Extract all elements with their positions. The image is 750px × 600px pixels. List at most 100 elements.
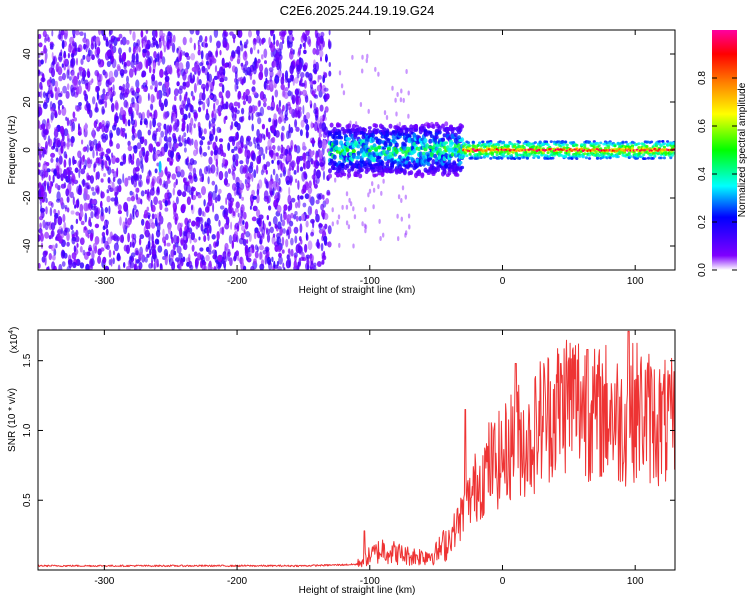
- heatmap-noise-cell: [338, 242, 341, 248]
- heatmap-noise-cell: [319, 122, 323, 129]
- heatmap-noise-cell: [266, 79, 269, 85]
- heatmap-signal-cell: [420, 172, 425, 179]
- heatmap-noise-cell: [265, 169, 268, 175]
- heatmap-noise-cell: [141, 70, 147, 78]
- heatmap-noise-cell: [96, 71, 100, 78]
- heatmap-noise-cell: [288, 186, 291, 196]
- heatmap-noise-cell: [193, 42, 196, 51]
- heatmap-noise-cell: [111, 152, 114, 158]
- y-tick-label: 1.5: [22, 353, 33, 367]
- heatmap-noise-cell: [40, 123, 46, 130]
- heatmap-noise-cell: [282, 228, 286, 234]
- colorbar-tick-label: 0.6: [697, 119, 708, 133]
- heatmap-noise-cell: [400, 88, 403, 94]
- heatmap-noise-cell: [175, 61, 180, 69]
- heatmap-noise-cell: [246, 176, 251, 185]
- colorbar-tick-label: 0.2: [697, 215, 708, 229]
- heatmap-noise-cell: [61, 39, 65, 49]
- heatmap-noise-cell: [100, 237, 104, 245]
- heatmap-noise-cell: [62, 85, 67, 94]
- heatmap-noise-cell: [150, 222, 156, 229]
- heatmap-noise-cell: [248, 105, 253, 114]
- heatmap-signal-cell: [460, 124, 465, 129]
- heatmap-noise-cell: [151, 204, 156, 213]
- heatmap-signal-cell: [666, 140, 670, 143]
- heatmap-noise-cell: [284, 87, 289, 92]
- heatmap-noise-cell: [172, 113, 177, 122]
- heatmap-noise-cell: [136, 157, 140, 168]
- heatmap-noise-cell: [359, 102, 363, 107]
- heatmap-signal-cell: [334, 131, 339, 136]
- heatmap-noise-cell: [52, 254, 56, 261]
- heatmap-noise-cell: [313, 102, 317, 111]
- heatmap-noise-cell: [253, 169, 257, 179]
- heatmap-noise-cell: [160, 130, 165, 138]
- heatmap-noise-cell: [74, 104, 78, 111]
- heatmap-noise-cell: [80, 69, 83, 77]
- heatmap-noise-cell: [144, 189, 148, 195]
- heatmap-signal-cell: [433, 153, 438, 159]
- heatmap-noise-cell: [86, 157, 91, 165]
- heatmap-noise-cell: [266, 181, 269, 189]
- heatmap-signal-cell: [501, 155, 506, 158]
- heatmap-noise-cell: [173, 234, 178, 244]
- heatmap-noise-cell: [60, 30, 65, 36]
- heatmap-noise-cell: [152, 68, 156, 74]
- heatmap-noise-cell: [322, 235, 328, 243]
- heatmap-signal-cell: [339, 135, 344, 140]
- heatmap-signal-cell: [629, 155, 633, 158]
- heatmap-noise-cell: [122, 173, 125, 184]
- heatmap-noise-cell: [159, 151, 163, 157]
- heatmap-noise-cell: [191, 138, 194, 146]
- heatmap-noise-cell: [38, 182, 42, 187]
- heatmap-noise-cell: [272, 145, 276, 150]
- heatmap-noise-cell: [271, 159, 274, 164]
- heatmap-noise-cell: [237, 77, 242, 82]
- heatmap-noise-cell: [225, 197, 228, 206]
- heatmap-noise-cell: [38, 70, 41, 75]
- heatmap-noise-cell: [185, 60, 190, 70]
- heatmap-signal-cell: [452, 127, 457, 131]
- heatmap-signal-cell: [583, 152, 587, 156]
- heatmap-noise-cell: [94, 223, 100, 229]
- heatmap-noise-cell: [225, 90, 231, 99]
- heatmap-signal-cell: [478, 141, 482, 145]
- heatmap-noise-cell: [314, 94, 319, 99]
- heatmap-noise-cell: [137, 129, 142, 140]
- heatmap-noise-cell: [84, 212, 88, 223]
- heatmap-noise-cell: [91, 36, 94, 46]
- heatmap-signal-cell: [334, 139, 339, 145]
- heatmap-noise-cell: [144, 256, 148, 263]
- heatmap-noise-cell: [298, 155, 301, 162]
- heatmap-noise-cell: [231, 50, 236, 58]
- heatmap-noise-cell: [60, 145, 64, 154]
- heatmap-noise-cell: [45, 122, 51, 130]
- heatmap-noise-cell: [245, 231, 251, 238]
- heatmap-noise-cell: [243, 44, 248, 49]
- heatmap-noise-cell: [95, 185, 100, 192]
- heatmap-noise-cell: [285, 229, 288, 237]
- snr-x-axis-label: Height of straight line (km): [299, 585, 416, 596]
- heatmap-noise-cell: [85, 182, 90, 187]
- heatmap-noise-cell: [78, 102, 82, 107]
- heatmap-noise-cell: [299, 223, 303, 234]
- heatmap-noise-cell: [68, 157, 72, 167]
- heatmap-noise-cell: [251, 172, 254, 182]
- heatmap-noise-cell: [166, 179, 171, 184]
- heatmap-noise-cell: [382, 178, 385, 184]
- heatmap-noise-cell: [101, 160, 104, 170]
- heatmap-noise-cell: [277, 266, 282, 270]
- heatmap-noise-cell: [129, 261, 135, 269]
- heatmap-noise-cell: [198, 100, 204, 105]
- heatmap-noise-cell: [44, 251, 48, 256]
- heatmap-noise-cell: [205, 53, 210, 61]
- heatmap-noise-cell: [182, 256, 186, 263]
- heatmap-noise-cell: [224, 222, 230, 230]
- heatmap-noise-cell: [181, 203, 187, 211]
- heatmap-noise-cell: [222, 152, 227, 158]
- heatmap-noise-cell: [267, 139, 272, 148]
- heatmap-signal-cell: [565, 143, 569, 147]
- heatmap-noise-cell: [128, 106, 133, 115]
- heatmap-signal-cell: [394, 148, 399, 155]
